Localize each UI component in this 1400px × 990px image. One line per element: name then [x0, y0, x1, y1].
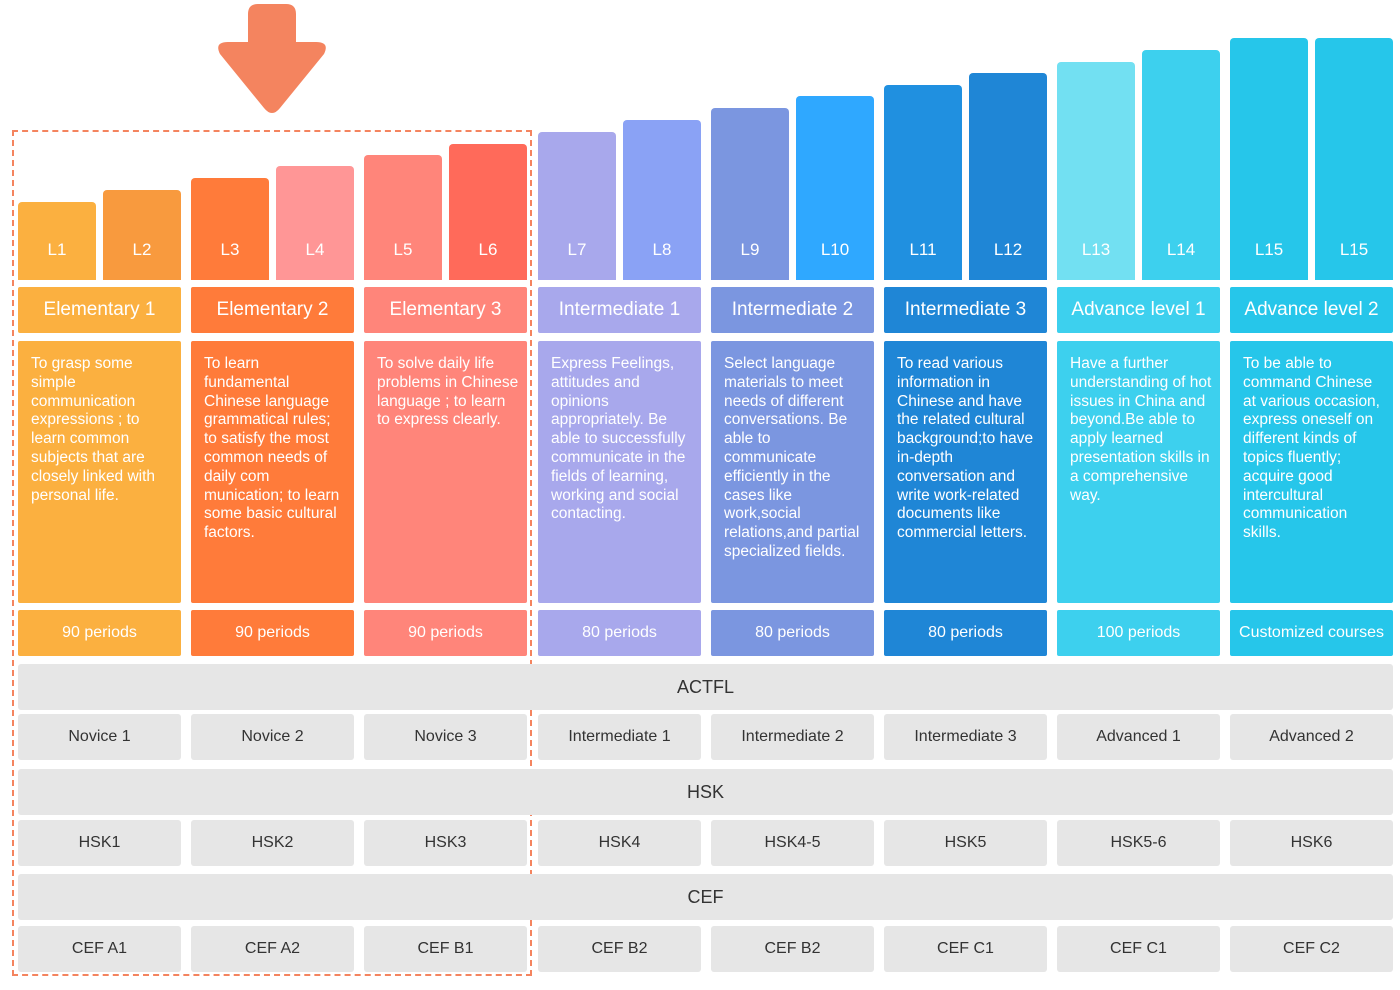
level-bar: L6 [449, 144, 527, 280]
course-name: Advance level 2 [1230, 287, 1393, 333]
level-label: L6 [478, 240, 498, 259]
level-cell: HSK4-5 [711, 820, 874, 866]
actfl-band: ACTFL [18, 664, 1393, 710]
level-bar: L8 [623, 120, 701, 280]
level-label: L13 [1081, 240, 1111, 259]
course-name: Intermediate 3 [884, 287, 1047, 333]
level-cell: Advanced 1 [1057, 714, 1220, 760]
level-bar: L7 [538, 132, 616, 280]
course-name: Elementary 1 [18, 287, 181, 333]
course-name: Intermediate 2 [711, 287, 874, 333]
level-cell: Advanced 2 [1230, 714, 1393, 760]
course-periods: 80 periods [538, 610, 701, 656]
level-cell: HSK6 [1230, 820, 1393, 866]
level-cell: HSK5 [884, 820, 1047, 866]
course-description: To read various information in Chinese a… [884, 341, 1047, 603]
level-bar: L2 [103, 190, 181, 280]
hsk-band: HSK [18, 769, 1393, 815]
course-periods: 90 periods [18, 610, 181, 656]
course-periods: 90 periods [364, 610, 527, 656]
highlight-frame [12, 130, 532, 976]
down-arrow-icon [218, 4, 326, 113]
course-description: To learn fundamental Chinese language gr… [191, 341, 354, 603]
level-cell: Intermediate 1 [538, 714, 701, 760]
course-periods: Customized courses [1230, 610, 1393, 656]
level-label: L12 [993, 240, 1023, 259]
level-bar: L13 [1057, 62, 1135, 280]
course-name: Intermediate 1 [538, 287, 701, 333]
cef-band: CEF [18, 874, 1393, 920]
level-cell: CEF B2 [538, 926, 701, 972]
level-label: L10 [820, 240, 850, 259]
level-bar: L12 [969, 73, 1047, 280]
level-cell: HSK5-6 [1057, 820, 1220, 866]
level-cell: CEF B1 [364, 926, 527, 972]
level-bar: L15 [1230, 38, 1308, 280]
level-cell: Novice 2 [191, 714, 354, 760]
level-label: L15 [1254, 240, 1284, 259]
down-arrow-shape [218, 4, 326, 113]
level-cell: CEF A1 [18, 926, 181, 972]
level-cell: Intermediate 2 [711, 714, 874, 760]
level-bar: L10 [796, 96, 874, 280]
level-cell: CEF C1 [1057, 926, 1220, 972]
level-label: L14 [1166, 240, 1196, 259]
course-periods: 90 periods [191, 610, 354, 656]
level-bar: L14 [1142, 50, 1220, 280]
level-label: L8 [652, 240, 672, 259]
level-cell: HSK2 [191, 820, 354, 866]
level-cell: HSK3 [364, 820, 527, 866]
level-cell: CEF C2 [1230, 926, 1393, 972]
course-description: Have a further understanding of hot issu… [1057, 341, 1220, 603]
level-bar: L4 [276, 166, 354, 280]
course-periods: 100 periods [1057, 610, 1220, 656]
course-description: To solve daily life problems in Chinese … [364, 341, 527, 603]
course-description: Select language materials to meet needs … [711, 341, 874, 603]
level-label: L9 [740, 240, 760, 259]
level-cell: HSK1 [18, 820, 181, 866]
level-label: L4 [305, 240, 325, 259]
course-name: Advance level 1 [1057, 287, 1220, 333]
course-description: To grasp some simple communication expre… [18, 341, 181, 603]
level-bar: L5 [364, 155, 442, 280]
level-cell: Intermediate 3 [884, 714, 1047, 760]
level-cell: CEF B2 [711, 926, 874, 972]
level-label: L5 [393, 240, 413, 259]
course-name: Elementary 2 [191, 287, 354, 333]
level-bar: L15 [1315, 38, 1393, 280]
level-label: L11 [909, 240, 937, 259]
level-label: L1 [47, 240, 67, 259]
course-description: Express Feelings, attitudes and opinions… [538, 341, 701, 603]
level-label: L3 [220, 240, 240, 259]
level-cell: Novice 1 [18, 714, 181, 760]
course-name: Elementary 3 [364, 287, 527, 333]
level-bar: L11 [884, 85, 962, 280]
level-bar: L3 [191, 178, 269, 280]
course-periods: 80 periods [884, 610, 1047, 656]
level-label: L7 [567, 240, 587, 259]
level-bar: L9 [711, 108, 789, 280]
level-cell: HSK4 [538, 820, 701, 866]
level-cell: Novice 3 [364, 714, 527, 760]
course-description: To be able to command Chinese at various… [1230, 341, 1393, 603]
level-cell: CEF C1 [884, 926, 1047, 972]
level-bar: L1 [18, 202, 96, 280]
course-periods: 80 periods [711, 610, 874, 656]
level-label: L2 [132, 240, 152, 259]
level-cell: CEF A2 [191, 926, 354, 972]
level-label: L15 [1339, 240, 1369, 259]
